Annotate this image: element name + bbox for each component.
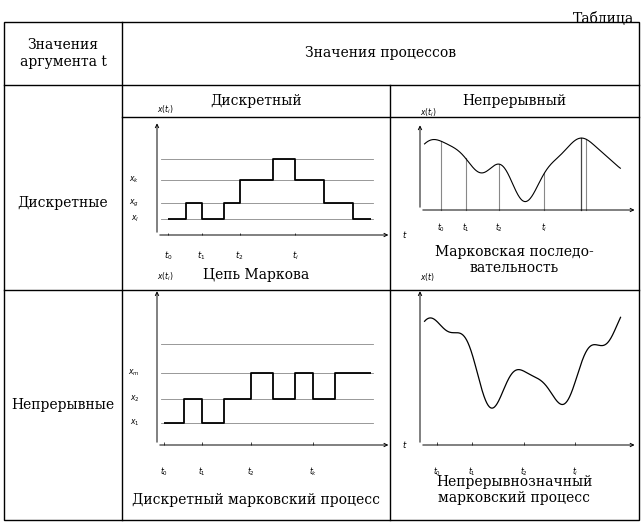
Text: $x_2$: $x_2$ xyxy=(129,394,139,404)
Text: $t_0$: $t_0$ xyxy=(159,465,168,478)
Text: $t_0$: $t_0$ xyxy=(433,465,440,478)
Text: Значения процессов: Значения процессов xyxy=(305,47,456,60)
Text: Марковская последо-
вательность: Марковская последо- вательность xyxy=(435,245,594,275)
Text: Цепь Маркова: Цепь Маркова xyxy=(203,268,309,282)
Text: $t$: $t$ xyxy=(403,230,408,241)
Text: $t_0$: $t_0$ xyxy=(164,250,172,263)
Text: $t_0$: $t_0$ xyxy=(437,221,445,234)
Text: $t_k$: $t_k$ xyxy=(309,465,317,478)
Text: Таблица: Таблица xyxy=(573,12,634,26)
Text: $t_1$: $t_1$ xyxy=(462,221,469,234)
Text: Непрерывнозначный
марковский процесс: Непрерывнозначный марковский процесс xyxy=(437,475,593,505)
Text: Дискретный: Дискретный xyxy=(210,94,302,108)
Text: Дискретный марковский процесс: Дискретный марковский процесс xyxy=(132,493,380,507)
Text: $x_1$: $x_1$ xyxy=(130,418,139,429)
Text: $x(t_i)$: $x(t_i)$ xyxy=(157,270,174,282)
Text: $t_1$: $t_1$ xyxy=(197,250,206,263)
Text: $t_1$: $t_1$ xyxy=(197,465,206,478)
Text: Непрерывные: Непрерывные xyxy=(12,398,114,412)
Text: $t_2$: $t_2$ xyxy=(235,250,244,263)
Text: $t_2$: $t_2$ xyxy=(494,221,503,234)
Text: $x_k$: $x_k$ xyxy=(129,174,139,185)
Text: $x_m$: $x_m$ xyxy=(127,367,139,378)
Text: $t_2$: $t_2$ xyxy=(247,465,255,478)
Text: $x(t_i)$: $x(t_i)$ xyxy=(157,104,174,116)
Text: $x(t_i)$: $x(t_i)$ xyxy=(420,107,437,119)
Text: $t_i$: $t_i$ xyxy=(541,221,547,234)
Text: $t_2$: $t_2$ xyxy=(520,465,527,478)
Text: $t_1$: $t_1$ xyxy=(468,465,476,478)
Text: $t_i$: $t_i$ xyxy=(292,250,299,263)
Text: Непрерывный: Непрерывный xyxy=(462,94,566,108)
Text: $x(t)$: $x(t)$ xyxy=(420,270,435,282)
Text: $t$: $t$ xyxy=(403,440,408,451)
Text: Дискретные: Дискретные xyxy=(18,196,108,211)
Text: $x_g$: $x_g$ xyxy=(129,198,139,209)
Text: Значения
аргумента t: Значения аргумента t xyxy=(19,38,107,69)
Text: $t_i$: $t_i$ xyxy=(572,465,579,478)
Text: $x_l$: $x_l$ xyxy=(131,214,139,224)
